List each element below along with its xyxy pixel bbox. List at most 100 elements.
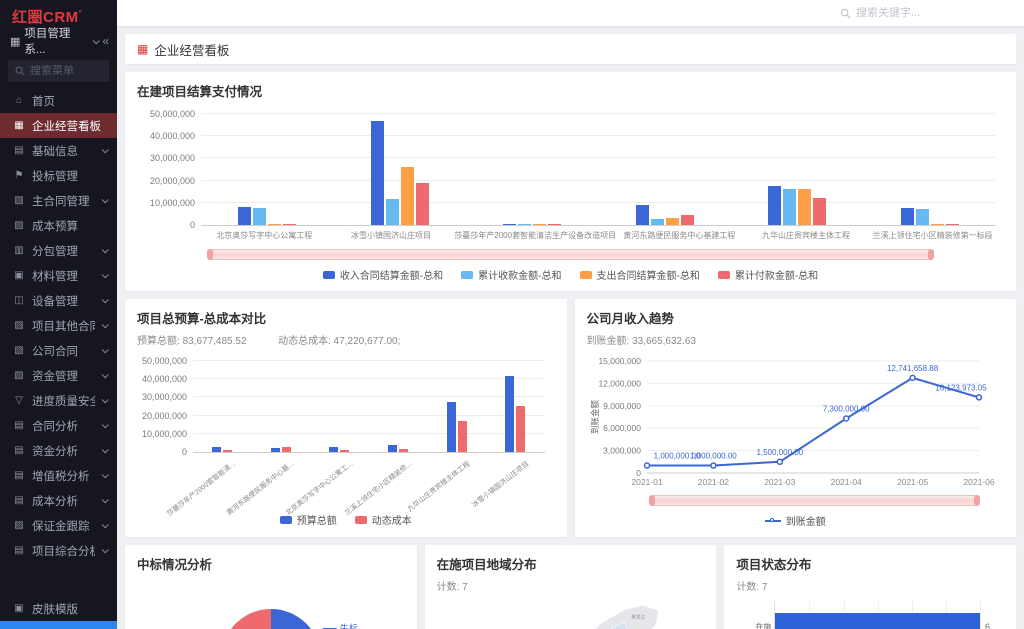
menu-search[interactable] (8, 60, 109, 82)
bar[interactable] (329, 446, 339, 452)
sidebar-item-10[interactable]: ▧ 公司合同 (0, 338, 117, 363)
chart-icon: ▤ (14, 445, 24, 456)
pie-slice[interactable] (221, 609, 314, 629)
collapse-sidebar-button[interactable]: « (102, 34, 109, 48)
bar[interactable] (415, 182, 429, 225)
sidebar-item-label: 资金分析 (32, 445, 78, 458)
bar[interactable] (768, 186, 782, 225)
sidebar-item-6[interactable]: ▥ 分包管理 (0, 238, 117, 263)
province-label: 黑龙江 (631, 614, 645, 621)
legend-item[interactable]: 预算总额 (279, 512, 337, 527)
bar[interactable] (930, 223, 944, 225)
bar[interactable] (915, 209, 929, 225)
global-search-input[interactable] (856, 7, 948, 19)
bar[interactable] (518, 224, 532, 225)
card-stats: 计数: 7 (736, 582, 768, 593)
sidebar-item-4[interactable]: ▧ 主合同管理 (0, 188, 117, 213)
data-zoom-slider[interactable] (648, 495, 980, 506)
bar[interactable] (945, 224, 959, 225)
sidebar-item-2[interactable]: ▤ 基础信息 (0, 138, 117, 163)
bar[interactable] (399, 448, 409, 452)
bar[interactable] (253, 208, 267, 225)
slider-handle-right[interactable] (928, 249, 934, 260)
bar[interactable] (503, 224, 517, 225)
bar[interactable] (388, 445, 398, 452)
data-point[interactable] (709, 462, 717, 469)
data-point[interactable] (842, 415, 849, 422)
sidebar-item-16[interactable]: ▤ 成本分析 (0, 488, 117, 513)
bar[interactable] (548, 224, 562, 225)
sidebar-item-13[interactable]: ▤ 合同分析 (0, 413, 117, 438)
bar[interactable] (223, 450, 233, 452)
bar[interactable] (783, 188, 797, 225)
sidebar-item-11[interactable]: ▨ 资金管理 (0, 363, 117, 388)
bar[interactable] (446, 401, 456, 452)
bar[interactable] (798, 189, 812, 225)
bar[interactable] (340, 449, 350, 452)
sidebar-item-14[interactable]: ▤ 资金分析 (0, 438, 117, 463)
money-icon: ▨ (14, 520, 24, 531)
legend-item[interactable]: 支出合同结算金额-总和 (579, 267, 700, 282)
bar[interactable] (533, 223, 547, 225)
bar[interactable] (270, 447, 280, 452)
menu-search-input[interactable] (30, 65, 102, 77)
legend-item[interactable]: 到账金额 (764, 513, 826, 528)
data-point[interactable] (908, 374, 916, 382)
sidebar-item-label: 基础信息 (32, 145, 78, 158)
workspace-selector[interactable]: ▦ 项目管理系... « (0, 28, 117, 56)
workspace-label: 项目管理系... (24, 28, 71, 56)
sidebar-item-3[interactable]: ⚑ 投标管理 (0, 163, 117, 188)
legend-item[interactable]: 收入合同结算金额-总和 (322, 267, 443, 282)
bar[interactable] (900, 208, 914, 225)
chevron-down-icon (101, 246, 109, 254)
data-point[interactable] (975, 394, 982, 401)
bar[interactable] (635, 205, 649, 225)
bar[interactable] (212, 447, 222, 452)
legend-item[interactable]: 累计付款金额-总和 (717, 267, 818, 282)
bar[interactable] (813, 197, 827, 225)
status-hbar-chart: 6在施1竣工0123456 (736, 601, 1004, 629)
bar[interactable] (281, 447, 291, 452)
bar[interactable] (238, 206, 252, 225)
slider-handle-right[interactable] (974, 495, 980, 506)
sidebar-item-1[interactable]: ▦ 企业经营看板 (0, 113, 117, 138)
bar[interactable] (505, 375, 515, 452)
china-map[interactable]: 黑龙江吉林辽宁内蒙古北京河北山西山东江苏安徽上海浙江福建江西河南湖北湖南广东广西… (460, 595, 682, 629)
bar[interactable] (370, 120, 384, 225)
legend-item[interactable]: 累计收款金额-总和 (461, 267, 562, 282)
bar[interactable] (400, 167, 414, 225)
data-point[interactable] (776, 458, 783, 466)
sidebar-item-18[interactable]: ▤ 项目综合分析 (0, 538, 117, 563)
svg-text:7,300,000.00: 7,300,000.00 (822, 404, 869, 413)
sidebar-item-0[interactable]: ⌂ 首页 (0, 88, 117, 113)
chevron-down-icon (101, 196, 109, 204)
legend-item[interactable]: 动态成本 (354, 512, 412, 527)
bar[interactable] (516, 405, 526, 452)
sidebar-item-8[interactable]: ◫ 设备管理 (0, 288, 117, 313)
pie-slice[interactable] (270, 609, 321, 629)
sidebar-item-7[interactable]: ▣ 材料管理 (0, 263, 117, 288)
sidebar-item-skin-template[interactable]: ▣ 皮肤模版 (14, 603, 78, 616)
bar[interactable] (650, 219, 664, 225)
bar[interactable] (775, 613, 981, 629)
bar[interactable] (283, 224, 297, 225)
sidebar-item-5[interactable]: ▨ 成本预算 (0, 213, 117, 238)
chevron-down-icon (101, 271, 109, 279)
bar[interactable] (268, 223, 282, 225)
sidebar-item-15[interactable]: ▤ 增值税分析 (0, 463, 117, 488)
bar[interactable] (665, 217, 679, 225)
card-title: 在建项目结算支付情况 (137, 85, 263, 99)
slider-handle-left[interactable] (648, 495, 655, 506)
global-search[interactable] (840, 7, 948, 19)
data-point[interactable] (643, 462, 650, 469)
slider-handle-left[interactable] (207, 249, 213, 260)
data-zoom-slider[interactable] (207, 249, 934, 260)
bar[interactable] (385, 199, 399, 225)
bar[interactable] (680, 215, 694, 225)
sidebar-item-17[interactable]: ▨ 保证金跟踪 (0, 513, 117, 538)
sidebar-item-12[interactable]: ▽ 进度质量安全 (0, 388, 117, 413)
skin-color-bar[interactable] (0, 621, 117, 629)
grid-icon: ▦ (10, 35, 21, 48)
sidebar-item-9[interactable]: ▧ 项目其他合同 (0, 313, 117, 338)
bar[interactable] (457, 421, 467, 452)
